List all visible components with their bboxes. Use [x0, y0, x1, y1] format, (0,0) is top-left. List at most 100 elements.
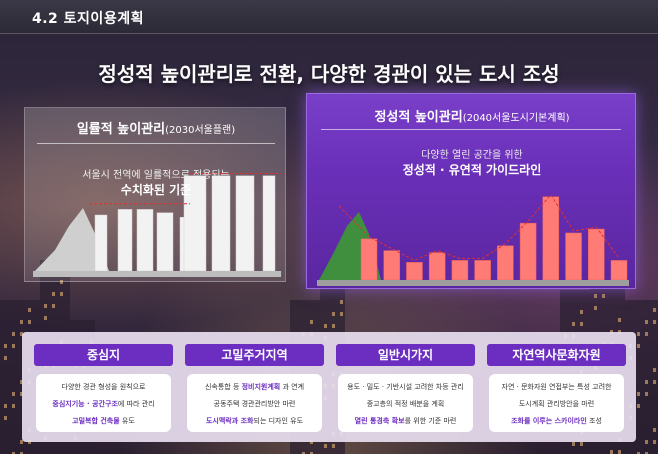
category-high-density-residential: 고밀주거지역 신속통합 등 정비지원계획 과 연계 공동주택 경관관리방안 마련 도… [185, 344, 324, 434]
city-window [580, 322, 583, 326]
city-window [60, 292, 63, 296]
category-text-line: 자연 · 문화자원 연접부는 특성 고려한 [489, 382, 624, 392]
building-bar [519, 222, 537, 281]
uniform-height-panel: 일률적 높이관리(2030서울플랜) 서울시 전역에 일률적으로 적용되는 수치… [24, 107, 286, 282]
city-window [52, 292, 55, 296]
building-bar [497, 245, 514, 281]
city-window [4, 356, 7, 360]
building-bar [136, 209, 154, 272]
city-window [637, 404, 640, 408]
uniform-panel-title: 일률적 높이관리(2030서울플랜) [25, 118, 287, 137]
city-window [637, 332, 640, 336]
city-window [610, 450, 613, 454]
city-window [20, 332, 23, 336]
city-window [645, 380, 648, 384]
building-bar [360, 238, 378, 281]
category-text-emphasis: 도시맥락과 조화 [205, 417, 254, 425]
page-title: 정성적 높이관리로 전환, 다양한 경관이 있는 도시 조성 [98, 62, 560, 86]
building-bar [383, 250, 400, 281]
city-window [4, 344, 7, 348]
city-window [44, 316, 47, 320]
category-title: 일반시가지 [336, 344, 475, 366]
city-window [602, 294, 605, 298]
category-natural-historic-cultural: 자연역사문화자원 자연 · 문화자원 연접부는 특성 고려한 도시계획 관리방안을… [487, 344, 626, 434]
city-window [618, 318, 621, 322]
uniform-height-chart [33, 173, 281, 277]
category-text-emphasis: 정비지원계획 [241, 383, 281, 391]
building-bar [474, 260, 491, 281]
qualitative-panel-description: 다양한 열린 공간을 위한 [421, 150, 523, 161]
qualitative-panel-title-sub: (2040서울도시기본계획) [462, 113, 570, 124]
city-window [20, 440, 23, 444]
city-window [324, 324, 327, 328]
city-window [12, 392, 15, 396]
city-window [653, 368, 656, 372]
city-window [653, 320, 656, 324]
category-box: 중심지 다양한 경관 형성을 원칙으로 중심지기능 · 공간구조에 따라 관리 고밀… [22, 332, 636, 442]
category-text: 과 연계 [280, 383, 305, 391]
city-window [332, 312, 335, 316]
city-window [653, 308, 656, 312]
building-bar [156, 212, 174, 272]
category-body: 자연 · 문화자원 연접부는 특성 고려한 도시계획 관리방안을 마련 조화를 이루… [489, 374, 624, 432]
category-text: 용도 · 밀도 · 기반시설 고려한 차등 관리 [347, 383, 464, 391]
city-window [618, 450, 621, 454]
qualitative-panel-emphasis: 정성적 · 유연적 가이드라인 [402, 163, 542, 177]
city-window [594, 306, 597, 310]
city-window [310, 452, 313, 454]
qualitative-height-chart [317, 193, 629, 286]
city-window [4, 416, 7, 420]
ground [317, 280, 629, 286]
city-window [28, 320, 31, 324]
city-window [302, 452, 305, 454]
city-window [20, 452, 23, 454]
section-label: 4.2 토지이용계획 [32, 11, 144, 27]
category-text: 되는 디자인 유도 [253, 417, 304, 425]
category-text-line: 도시계획 관리방안을 마련 [489, 399, 624, 409]
divider [321, 129, 621, 130]
city-window [645, 320, 648, 324]
uniform-panel-description: 서울시 전역에 일률적으로 적용되는 [82, 170, 230, 181]
category-text-emphasis: 중심지기능 · 공간구조 [52, 400, 118, 408]
category-title: 중심지 [34, 344, 173, 366]
category-body: 다양한 경관 형성을 원칙으로 중심지기능 · 공간구조에 따라 관리 고밀복합 건… [36, 374, 171, 432]
building-bar [588, 228, 605, 281]
city-window [594, 294, 597, 298]
category-text-line: 고밀복합 건축물 유도 [36, 416, 171, 426]
category-text: 중고층의 적정 배분을 계획 [366, 400, 445, 408]
category-body: 신속통합 등 정비지원계획 과 연계 공동주택 경관관리방안 마련 도시맥락과 조화… [187, 374, 322, 432]
category-text-line: 다양한 경관 형성을 원칙으로 [36, 382, 171, 392]
city-window [645, 440, 648, 444]
city-window [12, 452, 15, 454]
category-text: 자연 · 문화자원 연접부는 특성 고려한 [501, 383, 612, 391]
building-bar [610, 260, 628, 281]
category-text: 를 위한 기준 마련 [404, 417, 457, 425]
building-bar [117, 209, 133, 272]
city-window [653, 440, 656, 444]
city-window [580, 310, 583, 314]
city-window [637, 392, 640, 396]
city-window [645, 452, 648, 454]
category-text-line: 용도 · 밀도 · 기반시설 고려한 차등 관리 [338, 382, 473, 392]
category-text: 다양한 경관 형성을 원칙으로 [61, 383, 146, 391]
building-bar [542, 196, 560, 281]
category-text: 도시계획 관리방안을 마련 [518, 400, 595, 408]
city-window [52, 304, 55, 308]
city-window [12, 344, 15, 348]
city-window [20, 380, 23, 384]
city-window [28, 440, 31, 444]
building-bar [565, 232, 582, 281]
city-window [310, 440, 313, 444]
category-text: 신속통합 등 [204, 383, 242, 391]
city-window [572, 322, 575, 326]
category-text-line: 열린 통경축 확보를 위한 기준 마련 [338, 416, 473, 426]
uniform-panel-title-main: 일률적 높이관리 [76, 122, 166, 137]
qualitative-panel-title: 정성적 높이관리(2040서울도시기본계획) [307, 106, 637, 125]
height-trend-line [338, 193, 620, 261]
mountain-shape [35, 208, 109, 271]
category-text-emphasis: 고밀복합 건축물 [72, 417, 120, 425]
city-window [637, 344, 640, 348]
qualitative-panel-title-main: 정성적 높이관리 [374, 110, 463, 125]
city-window [645, 332, 648, 336]
header-bar: 4.2 토지이용계획 [0, 0, 658, 34]
